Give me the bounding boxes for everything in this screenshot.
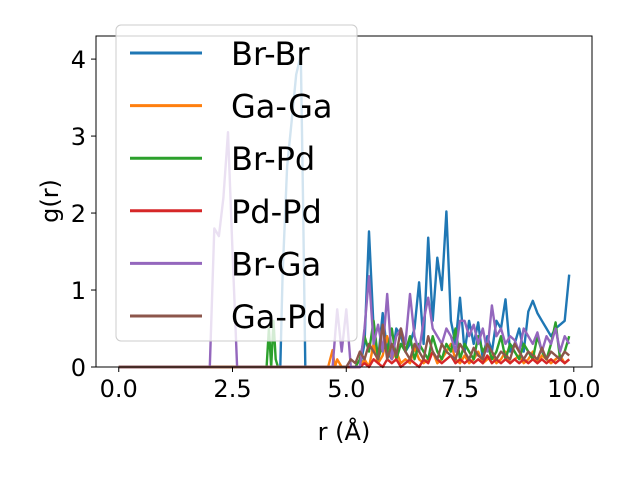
x-tick-label: 0.0 xyxy=(100,375,138,403)
x-axis-label: r (Å) xyxy=(318,417,371,446)
x-tick-label: 5.0 xyxy=(327,375,365,403)
x-tick-label: 10.0 xyxy=(547,375,600,403)
series-line-pd-pd xyxy=(118,350,570,369)
x-tick-label: 2.5 xyxy=(213,375,251,403)
y-tick-label: 2 xyxy=(71,200,86,228)
y-tick-label: 1 xyxy=(71,277,86,305)
x-axis-ticks: 0.0 2.5 5.0 7.5 10.0 xyxy=(100,367,601,403)
legend-label: Br-Br xyxy=(231,35,310,73)
series-layer xyxy=(118,54,571,369)
series-line-ga-pd xyxy=(118,323,570,369)
y-tick-label: 0 xyxy=(71,354,86,382)
legend-label: Ga-Ga xyxy=(231,88,333,126)
y-axis-ticks: 0 1 2 3 4 xyxy=(71,46,96,382)
legend-label: Pd-Pd xyxy=(231,193,322,231)
y-axis-label: g(r) xyxy=(36,179,64,223)
legend-label: Br-Pd xyxy=(231,140,315,178)
x-tick-label: 7.5 xyxy=(441,375,479,403)
legend: Br-Br Ga-Ga Br-Pd Pd-Pd Br-Ga Ga-Pd xyxy=(115,24,358,342)
legend-label: Br-Ga xyxy=(231,245,321,283)
y-tick-label: 3 xyxy=(71,123,86,151)
series-line-ga-ga xyxy=(118,335,570,369)
legend-items: Br-Br Ga-Ga Br-Pd Pd-Pd Br-Ga Ga-Pd xyxy=(130,35,333,336)
legend-label: Ga-Pd xyxy=(231,298,327,336)
plot-area xyxy=(95,35,593,369)
y-tick-label: 4 xyxy=(71,46,86,74)
series-line-br-ga xyxy=(118,130,571,369)
